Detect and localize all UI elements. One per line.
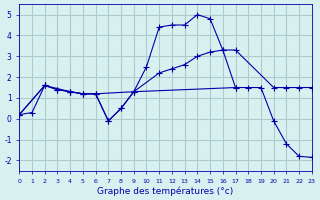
X-axis label: Graphe des températures (°c): Graphe des températures (°c) <box>98 186 234 196</box>
